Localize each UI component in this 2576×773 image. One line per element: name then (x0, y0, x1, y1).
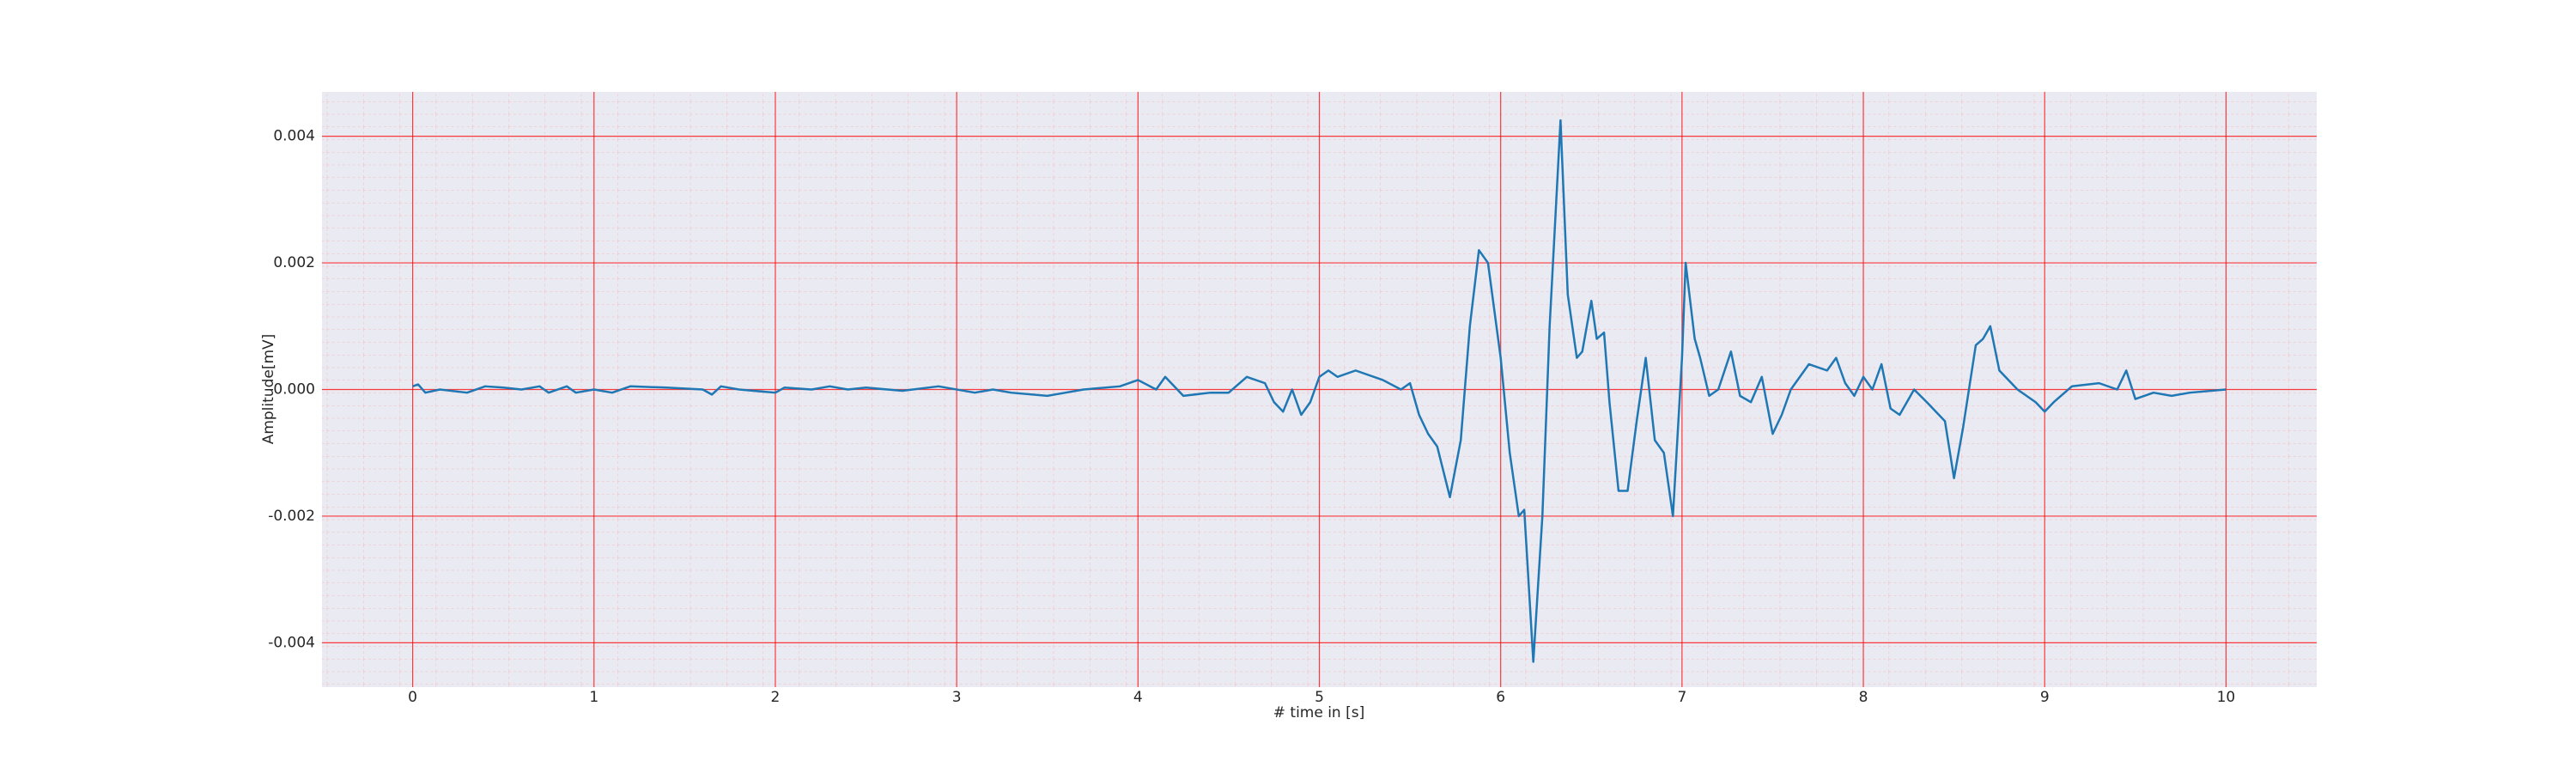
x-tick-label: 1 (589, 689, 598, 706)
x-tick-label: 10 (2217, 689, 2236, 706)
signal-line (412, 119, 2227, 663)
x-tick-label: 0 (408, 689, 417, 706)
x-tick-label: 7 (1677, 689, 1686, 706)
y-tick-label: -0.004 (268, 634, 315, 651)
y-tick-label: 0.002 (273, 254, 315, 271)
x-tick-label: 2 (771, 689, 781, 706)
y-tick-label: -0.002 (268, 508, 315, 525)
x-axis-label: # time in [s] (1273, 704, 1364, 721)
x-tick-label: 4 (1133, 689, 1143, 706)
x-tick-label: 3 (952, 689, 962, 706)
x-tick-label: 5 (1315, 689, 1324, 706)
x-tick-label: 8 (1859, 689, 1868, 706)
y-tick-label: 0.004 (273, 128, 315, 145)
x-tick-label: 9 (2040, 689, 2050, 706)
x-tick-label: 6 (1496, 689, 1505, 706)
y-tick-label: 0.000 (273, 381, 315, 399)
y-axis-label: Amplitude[mV] (260, 334, 277, 445)
